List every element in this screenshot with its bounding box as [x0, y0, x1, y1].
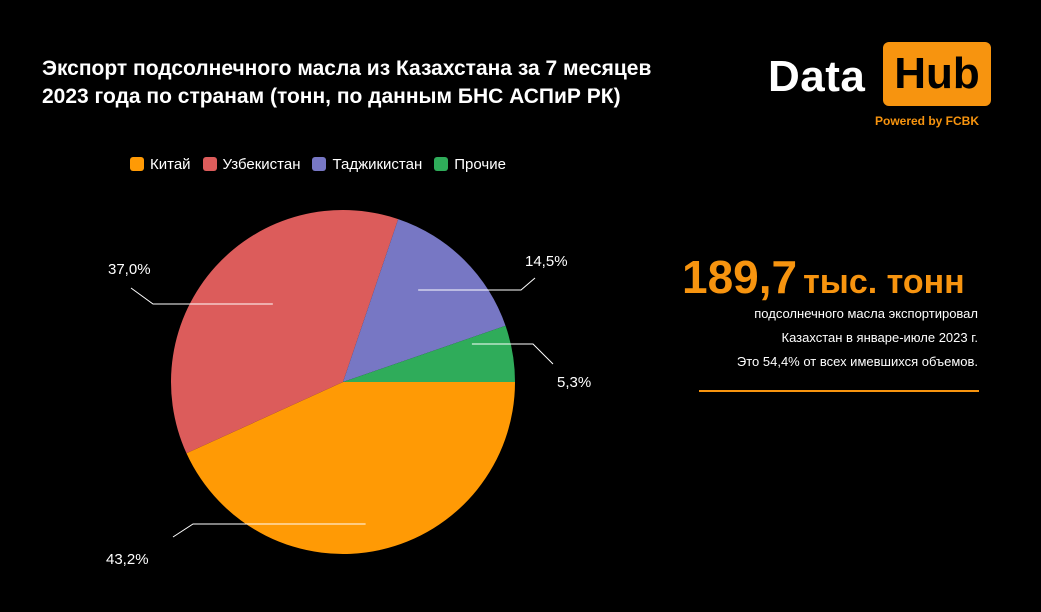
leader-line-uzbekistan — [130, 287, 273, 305]
chart-title-line-2: 2023 года по странам (тонн, по данным БН… — [42, 85, 621, 108]
legend-label-uzbekistan: Узбекистан — [222, 155, 301, 173]
legend-item-tajikistan: Таджикистан — [312, 156, 422, 173]
pie-slice-tajikistan — [343, 219, 506, 382]
data-label-uzbekistan: 37,0% — [108, 261, 151, 278]
logo-tagline: Powered by FCBK — [874, 114, 979, 128]
legend-item-china: Китай — [130, 156, 191, 173]
legend-item-other: Прочие — [434, 156, 506, 173]
summary-line-1: подсолнечного масла экспортировал — [754, 306, 978, 321]
summary-line-3: Это 54,4% от всех имевшихся объемов. — [736, 354, 978, 369]
chart-title: Экспорт подсолнечного масла из Казахстан… — [42, 55, 682, 111]
chart-legend: Китай Узбекистан Таджикистан Прочие — [130, 154, 518, 174]
summary-unit: тыс. тонн — [803, 263, 965, 301]
chart-title-line-1: Экспорт подсолнечного масла из Казахстан… — [42, 57, 652, 80]
summary-divider — [699, 390, 979, 392]
data-label-other: 5,3% — [557, 374, 591, 391]
logo-word-data: Data — [768, 52, 866, 101]
leader-line-other — [471, 343, 554, 365]
summary-headline: 189,7 тыс. тонн — [682, 250, 965, 309]
data-label-china: 43,2% — [106, 551, 149, 568]
pie-slice-other — [343, 325, 515, 382]
summary-line-2: Казахстан в январе-июле 2023 г. — [781, 330, 979, 345]
legend-swatch-uzbekistan — [202, 157, 217, 171]
legend-label-china: Китай — [150, 155, 191, 173]
leader-line-china — [172, 523, 366, 538]
summary-value: 189,7 — [682, 251, 798, 303]
pie-slice-uzbekistan — [171, 209, 399, 454]
legend-item-uzbekistan: Узбекистан — [202, 155, 301, 173]
logo-word-hub: Hub — [883, 42, 991, 106]
legend-swatch-tajikistan — [312, 157, 327, 171]
legend-label-other: Прочие — [454, 155, 506, 173]
legend-label-tajikistan: Таджикистан — [332, 155, 423, 173]
legend-swatch-other — [434, 157, 449, 171]
pie-slice-china — [186, 382, 515, 554]
data-label-tajikistan: 14,5% — [525, 253, 568, 270]
datahub-logo: Data Hub Powered by FCBK — [768, 42, 993, 132]
legend-swatch-china — [130, 157, 144, 171]
leader-line-tajikistan — [418, 277, 536, 291]
